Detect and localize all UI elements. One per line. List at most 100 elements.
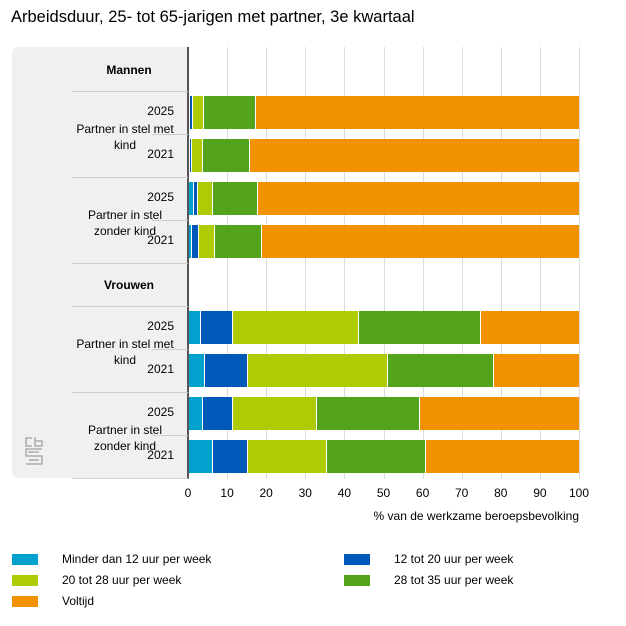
separator bbox=[152, 134, 188, 135]
bar-segment bbox=[188, 182, 194, 215]
year-label: 2021 bbox=[147, 233, 174, 247]
bar-segment bbox=[191, 139, 203, 172]
bar-segment bbox=[188, 440, 214, 473]
bar-segment bbox=[480, 311, 579, 344]
year-label: 2021 bbox=[147, 147, 174, 161]
separator bbox=[72, 306, 188, 307]
bar-segment bbox=[189, 96, 194, 129]
bar-segment bbox=[247, 354, 388, 387]
legend-swatch bbox=[12, 575, 38, 587]
x-tick-label: 70 bbox=[455, 486, 469, 500]
bar-segment bbox=[387, 354, 494, 387]
bar-segment bbox=[258, 182, 579, 215]
bar-segment bbox=[249, 139, 579, 172]
legend-item: 28 tot 35 uur per week bbox=[344, 573, 513, 587]
year-label: 2025 bbox=[147, 190, 174, 204]
bar-segment bbox=[358, 311, 481, 344]
gridline bbox=[423, 47, 424, 479]
bar-segment bbox=[204, 354, 248, 387]
chart-title: Arbeidsduur, 25- tot 65-jarigen met part… bbox=[11, 8, 415, 26]
year-label: 2021 bbox=[147, 448, 174, 462]
bar-segment bbox=[426, 440, 579, 473]
bar-segment bbox=[188, 397, 203, 430]
separator bbox=[152, 220, 188, 221]
bar-segment bbox=[193, 96, 205, 129]
x-tick-label: 20 bbox=[259, 486, 273, 500]
gridline bbox=[462, 47, 463, 479]
bar-segment bbox=[419, 397, 579, 430]
x-tick-label: 40 bbox=[337, 486, 352, 500]
bar-segment bbox=[202, 397, 233, 430]
bar-segment bbox=[188, 225, 192, 258]
bar-segment bbox=[213, 182, 259, 215]
category-label: Partner in stel zonder kind bbox=[87, 423, 163, 453]
gridline bbox=[344, 47, 345, 479]
legend-label: 20 tot 28 uur per week bbox=[62, 573, 182, 587]
legend-swatch bbox=[12, 596, 38, 608]
bar-segment bbox=[493, 354, 579, 387]
bar-segment bbox=[202, 139, 250, 172]
legend-item: 20 tot 28 uur per week bbox=[12, 573, 181, 587]
year-label: 2025 bbox=[147, 104, 174, 118]
legend-item: Minder dan 12 uur per week bbox=[12, 552, 211, 566]
bar-segment bbox=[188, 354, 205, 387]
gridline bbox=[384, 47, 385, 479]
bar-segment bbox=[193, 182, 199, 215]
bar-segment bbox=[191, 225, 199, 258]
bar-segment bbox=[248, 440, 328, 473]
category-label: Partner in stel zonder kind bbox=[87, 208, 163, 238]
group-label: Vrouwen bbox=[103, 278, 154, 292]
separator bbox=[72, 392, 188, 393]
gridline bbox=[227, 47, 228, 479]
year-label: 2021 bbox=[147, 362, 174, 376]
x-tick-label: 50 bbox=[376, 486, 391, 500]
bar-segment bbox=[261, 225, 579, 258]
gridline bbox=[266, 47, 267, 479]
gridline bbox=[501, 47, 502, 479]
separator bbox=[152, 349, 188, 350]
legend-item: 12 tot 20 uur per week bbox=[344, 552, 513, 566]
bar-segment bbox=[198, 225, 215, 258]
separator bbox=[72, 91, 188, 92]
legend-label: Minder dan 12 uur per week bbox=[62, 552, 212, 566]
legend-swatch bbox=[344, 554, 370, 566]
legend-label: 12 tot 20 uur per week bbox=[394, 552, 514, 566]
x-axis-label: % van de werkzame beroepsbevolking bbox=[373, 509, 579, 523]
bar-segment bbox=[189, 139, 192, 172]
x-tick-label: 0 bbox=[184, 486, 192, 500]
bar-segment bbox=[256, 96, 579, 129]
x-tick-label: 10 bbox=[220, 486, 234, 500]
bar-segment bbox=[232, 311, 359, 344]
bar-segment bbox=[317, 397, 420, 430]
legend-label: Voltijd bbox=[62, 594, 95, 608]
bar-segment bbox=[188, 311, 201, 344]
category-label: Partner in stel met kind bbox=[76, 337, 174, 367]
legend-label: 28 tot 35 uur per week bbox=[394, 573, 514, 587]
x-tick-label: 30 bbox=[298, 486, 312, 500]
bar-segment bbox=[200, 311, 233, 344]
separator bbox=[72, 478, 188, 479]
x-tick-label: 100 bbox=[568, 486, 590, 500]
gridline bbox=[579, 47, 580, 479]
category-panel bbox=[12, 47, 188, 478]
x-tick-label: 60 bbox=[415, 486, 430, 500]
separator bbox=[152, 435, 188, 436]
group-label: Mannen bbox=[106, 63, 152, 77]
bar-segment bbox=[327, 440, 427, 473]
legend-swatch bbox=[344, 575, 370, 587]
bar-segment bbox=[232, 397, 318, 430]
gridline bbox=[540, 47, 541, 479]
category-label: Partner in stel met kind bbox=[76, 122, 174, 152]
bar-segment bbox=[198, 182, 213, 215]
y-axis-line bbox=[187, 47, 189, 479]
bar-segment bbox=[213, 440, 249, 473]
bar-segment bbox=[214, 225, 262, 258]
year-label: 2025 bbox=[147, 405, 174, 419]
gridline bbox=[305, 47, 306, 479]
x-tick-label: 90 bbox=[533, 486, 547, 500]
legend-swatch bbox=[12, 554, 38, 566]
x-tick-label: 80 bbox=[494, 486, 508, 500]
year-label: 2025 bbox=[147, 319, 174, 333]
cbs-logo bbox=[25, 437, 43, 465]
bar-segment bbox=[204, 96, 257, 129]
